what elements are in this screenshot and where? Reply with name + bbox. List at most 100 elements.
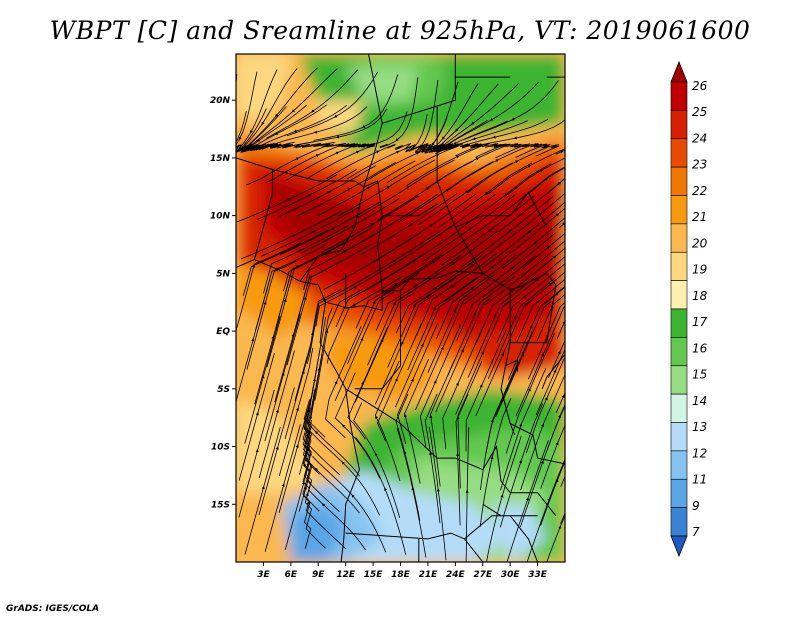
colorbar-label: 9 (692, 499, 700, 513)
streamline (546, 403, 565, 452)
streamline (301, 198, 400, 254)
streamline-arrow (298, 249, 303, 253)
streamline (435, 83, 519, 153)
streamline (344, 111, 408, 148)
streamline (258, 350, 295, 479)
streamline-arrow (375, 415, 379, 419)
streamline (242, 229, 329, 296)
streamline-arrow (275, 409, 279, 413)
streamline-arrow (558, 525, 562, 529)
streamline-arrow (433, 306, 436, 311)
streamline (415, 295, 471, 410)
streamlines (236, 67, 569, 562)
colorbar-label: 21 (692, 210, 707, 224)
streamline-arrow (361, 124, 366, 128)
streamline-arrow (322, 299, 327, 303)
streamline (544, 286, 565, 305)
streamline-arrow (555, 478, 559, 483)
streamline (240, 211, 342, 260)
streamline (520, 373, 565, 491)
lon-tick-label: 33E (528, 570, 548, 580)
streamline-arrow (296, 407, 299, 411)
streamline-arrow (465, 190, 469, 194)
streamline-arrow (557, 350, 561, 355)
streamline (266, 69, 358, 139)
streamline (525, 143, 560, 157)
streamline (325, 326, 362, 439)
streamline (527, 167, 565, 195)
streamline (424, 393, 441, 524)
streamline (538, 207, 565, 231)
streamline (334, 372, 381, 479)
streamline (476, 255, 556, 343)
streamline (397, 161, 494, 223)
streamline-arrow (468, 227, 473, 231)
streamline (387, 274, 460, 368)
streamline (326, 276, 402, 364)
colorbar-label: 26 (692, 79, 708, 93)
lat-tick-label: 15N (210, 154, 231, 164)
streamline-arrow (331, 227, 335, 231)
streamline-arrow (558, 181, 562, 185)
streamline-arrow (562, 222, 565, 226)
streamline-arrow (552, 255, 557, 259)
streamline (283, 227, 373, 292)
streamline (417, 162, 514, 226)
streamline-arrow (546, 245, 551, 250)
streamline (535, 348, 565, 415)
streamline-arrow (566, 468, 569, 471)
streamline-arrow (403, 413, 407, 418)
streamline-arrow (343, 250, 347, 254)
streamline (502, 217, 565, 270)
streamline (361, 193, 458, 255)
streamline-arrow (372, 260, 377, 264)
streamline (484, 240, 565, 306)
streamline-arrow (394, 283, 398, 287)
streamline-arrow (561, 394, 565, 399)
colorbar-label: 22 (692, 184, 707, 198)
streamline-arrow (361, 144, 365, 148)
colorbar-label: 14 (692, 394, 707, 408)
streamline (337, 159, 436, 217)
streamline-arrow (261, 485, 265, 490)
streamline (275, 241, 346, 329)
streamline (498, 177, 565, 233)
streamline-arrow (470, 286, 474, 290)
streamline (475, 301, 531, 417)
streamline (435, 297, 491, 413)
streamline (277, 165, 377, 218)
streamline (507, 285, 565, 380)
streamline (317, 160, 416, 216)
streamline (448, 120, 528, 151)
streamline-arrow (334, 380, 338, 385)
streamline-arrow (410, 378, 414, 382)
colorbar-label: 7 (692, 525, 700, 539)
streamline-arrow (350, 225, 355, 228)
streamline-arrow (539, 169, 544, 173)
streamline (419, 325, 461, 447)
streamline (401, 193, 496, 260)
lat-tick-label: 10N (210, 212, 231, 222)
streamline-arrow (555, 292, 559, 296)
colorbar-segment (670, 223, 688, 253)
streamline-arrow (347, 188, 351, 192)
streamline-arrow (416, 152, 420, 155)
streamline (308, 419, 380, 516)
colorbar-label: 18 (692, 289, 708, 303)
streamline-arrow (475, 157, 480, 161)
streamline (397, 323, 438, 445)
streamline (278, 385, 314, 514)
streamline-arrow (326, 143, 330, 147)
streamline (444, 232, 537, 302)
streamline (265, 106, 368, 148)
streamline-arrow (412, 303, 416, 308)
streamline (347, 272, 420, 365)
streamline-arrow (471, 121, 475, 125)
streamline-arrow (396, 150, 400, 154)
streamline (314, 289, 363, 401)
colorbar-segment (670, 251, 688, 281)
streamline (353, 402, 401, 519)
streamline-arrow (504, 193, 509, 197)
lon-tick-label: 12E (336, 570, 356, 580)
streamline-arrow (525, 497, 529, 501)
